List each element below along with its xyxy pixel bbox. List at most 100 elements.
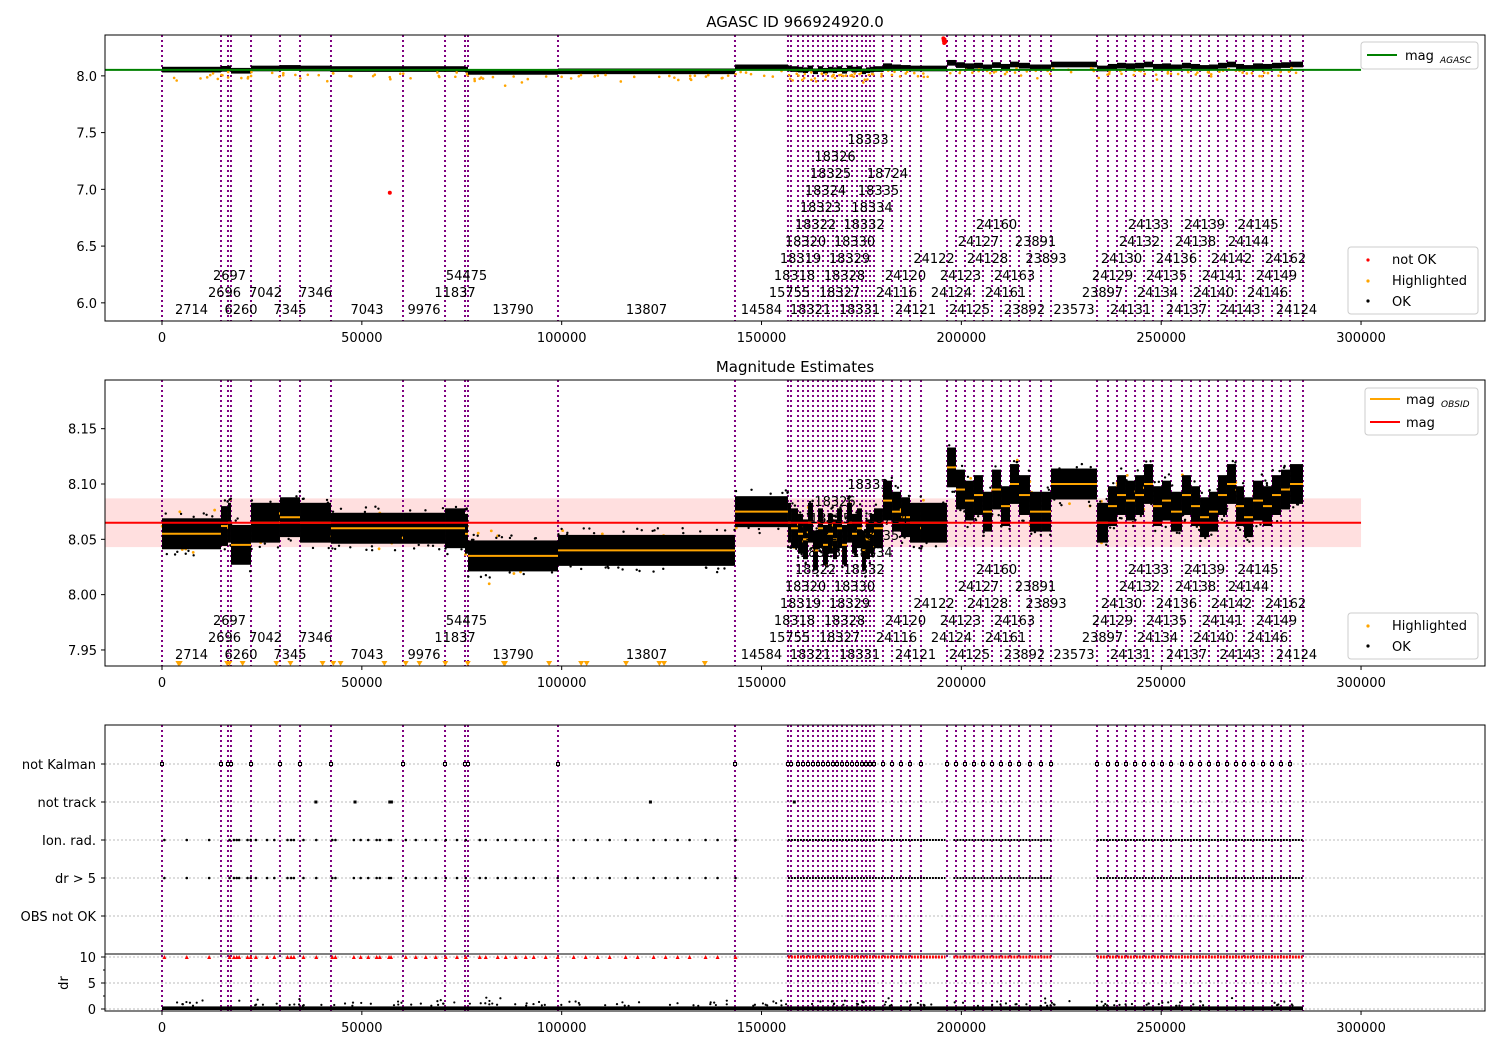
ok-point [165,552,169,556]
ok-point [777,527,780,531]
highlighted-point [437,74,441,78]
dr-clipped-marker [583,955,588,959]
ok-points-band [1262,63,1272,70]
ok-point [804,561,807,564]
obsid-label: 2697 [213,269,246,284]
not-kalman-marker [880,762,885,766]
x-tick-label: 50000 [341,1021,382,1036]
ok-point [786,545,790,549]
highlighted-point [491,75,495,79]
obsid-label: 24136 [1156,252,1197,267]
obsid-label: 18334 [851,201,892,216]
chart-title-agasc: AGASC ID 966924920.0 [706,13,884,31]
obsid-label: 24137 [1166,648,1207,663]
ok-point [1244,535,1248,539]
not-kalman-marker [1133,762,1138,766]
highlighted-point [844,74,848,77]
highlighted-point [1097,76,1101,80]
highlighted-point [762,74,766,78]
ok-point [817,547,821,550]
y-tick-label: 8.15 [68,423,97,438]
ok-point [622,530,625,533]
obsid-label: 24128 [967,252,1008,267]
ok-point [656,527,660,530]
obsid-label: 24138 [1175,580,1216,595]
not-kalman-marker [1189,762,1194,766]
obsid-label: 24132 [1119,235,1160,250]
obsid-label: 23893 [1025,252,1066,267]
ok-point [1046,486,1049,489]
ion-rad-marker [207,838,211,842]
ok-points-band [992,62,1002,68]
highlighted-point [208,73,212,77]
ok-point [569,565,572,568]
dr-gt-5-marker [688,876,691,880]
dr-clipped-marker [253,955,258,959]
highlighted-point [1166,72,1170,75]
highlighted-point [350,74,353,78]
ok-point [1134,518,1137,522]
obsid-label: 24122 [913,597,954,612]
ok-point [408,509,412,512]
dr-point [780,999,783,1002]
highlighted-point [1013,71,1017,74]
ok-point [1154,529,1157,533]
ok-point [431,544,435,548]
legend-mag-lines: mag OBSID mag [1364,387,1479,436]
ion-rad-marker [302,838,305,842]
ok-point [522,572,525,576]
not-kalman-marker [228,762,233,766]
dr-gt-5-marker [514,876,518,880]
ok-point [311,546,315,550]
ion-rad-marker [232,838,236,842]
dr-point [254,1004,257,1007]
not-kalman-marker [1269,762,1274,766]
dr-point [615,1003,619,1006]
ok-point [1012,459,1016,463]
ok-point [816,574,819,577]
ok-point [811,499,814,503]
dr-point [753,1003,757,1006]
dr-point [725,999,728,1002]
obsid-label: 24146 [1247,631,1288,646]
not-kalman-marker [1151,762,1156,766]
ok-point [393,549,397,552]
dr-gt-5-marker [375,876,378,880]
obsid-label: 24134 [1137,286,1178,301]
highlighted-point [544,75,548,78]
highlighted-point [1186,70,1190,74]
obsid-label: 18324 [805,184,846,199]
obsid-label: 18332 [843,563,884,578]
ok-point [1105,543,1108,547]
y-tick-label: 8.10 [68,478,97,493]
highlighted-point [893,70,896,74]
highlighted-point [744,71,748,74]
not-kalman-marker [1242,762,1247,766]
dr-point [1104,1002,1107,1006]
not-kalman-marker [1016,762,1021,766]
dr-gt-5-marker [404,876,408,880]
ok-point [582,527,585,530]
highlighted-point [1143,72,1147,76]
ok-point [989,486,992,489]
obsid-label: 24134 [1137,631,1178,646]
dr-point [961,1001,965,1004]
dr-point [1175,1004,1178,1007]
obsid-label: 18332 [843,218,884,233]
ok-point [1171,484,1174,487]
ok-point [750,488,753,492]
obsid-label: 24149 [1256,269,1297,284]
not-kalman-marker [443,762,448,766]
ok-point [1208,489,1211,492]
ok-point [365,548,368,552]
not-kalman-marker [160,762,164,766]
not-track-marker [353,800,357,804]
dr-gt-5-marker [556,876,559,880]
ok-points-band [1253,63,1263,70]
dr-clipped-marker [330,955,335,959]
ok-points-band [220,65,228,72]
dr-point [1052,1003,1055,1006]
highlighted-point [175,79,178,82]
plot-area [105,725,1485,1011]
dr-clipped-marker [635,955,640,959]
